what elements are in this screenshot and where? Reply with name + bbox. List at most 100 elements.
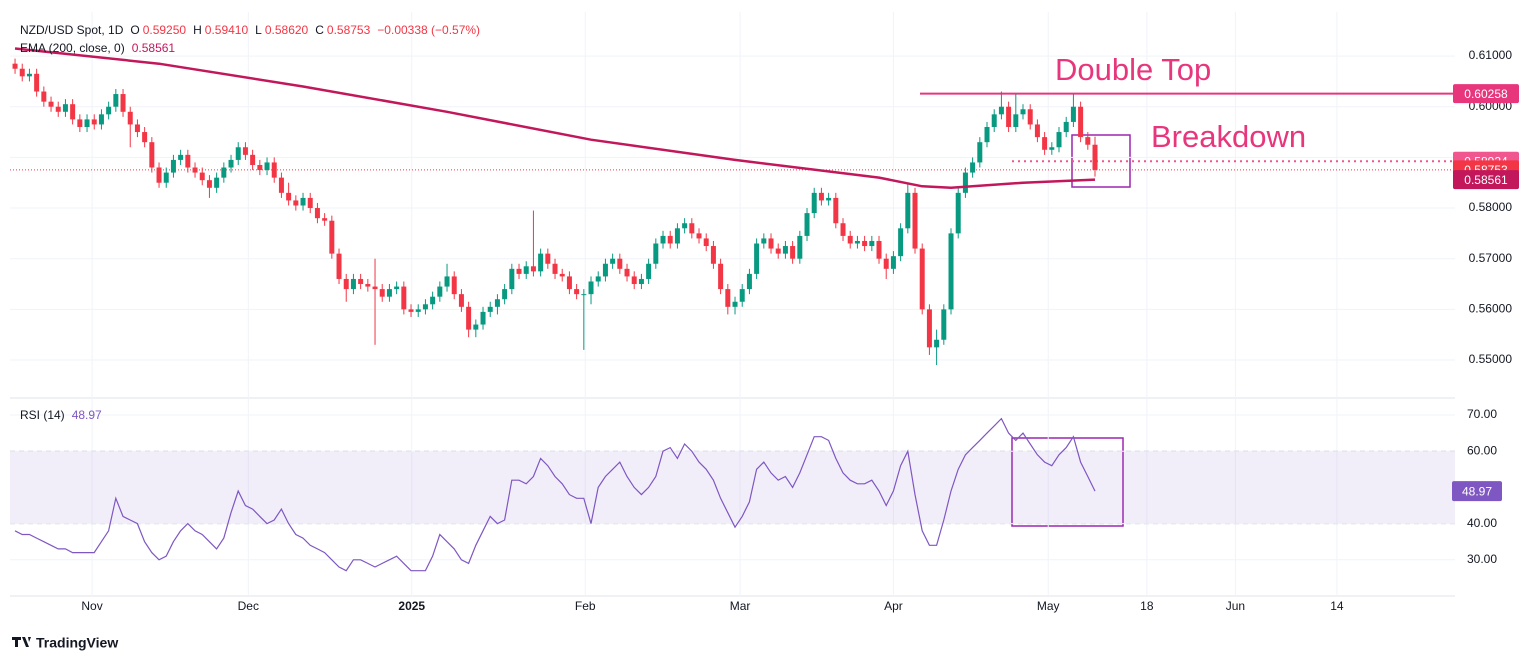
y-tick-label: 0.58000 [1469, 200, 1513, 214]
candle-body [430, 296, 436, 305]
rsi-legend-value: 48.97 [72, 408, 102, 422]
candle-body [826, 197, 832, 201]
candle-body [379, 289, 385, 297]
candle-body [314, 208, 320, 219]
logo-icon [12, 637, 31, 647]
candle-body [480, 311, 486, 325]
candle-body [559, 273, 565, 277]
ohlc-value: 0.58753 [327, 23, 371, 37]
candle-body [120, 94, 126, 112]
candle-body [1006, 106, 1012, 127]
ohlc-key: L [255, 23, 262, 37]
y-tick-label: 0.56000 [1469, 302, 1513, 316]
candle-body [732, 301, 738, 307]
candle-body [134, 124, 140, 133]
candle-body [41, 91, 47, 102]
candle-body [19, 68, 25, 77]
candle-body [185, 154, 191, 168]
candle-body [113, 94, 119, 107]
candle-body [300, 197, 306, 206]
x-tick-label: 2025 [398, 599, 425, 613]
candle-body [847, 235, 853, 244]
candle-body [12, 63, 18, 69]
candle-body [768, 238, 774, 249]
y-tick-label: 0.55000 [1469, 352, 1513, 366]
rsi-line [14, 417, 1096, 572]
candle-body [408, 309, 414, 312]
rsi-tick-label: 30.00 [1467, 552, 1497, 566]
x-tick-label: Feb [575, 599, 596, 613]
candle-body [34, 73, 40, 92]
candle-body [638, 278, 644, 285]
candle-body [1013, 114, 1019, 127]
ohlc-key: H [193, 23, 202, 37]
candle-body [307, 197, 313, 209]
candle-body [1078, 106, 1084, 138]
candle-body [415, 309, 421, 312]
candle-body [458, 294, 464, 307]
logo: TradingView [12, 635, 118, 651]
ohlc-value: 0.58620 [265, 23, 309, 37]
rsi-value-tag [1452, 481, 1502, 502]
candle-body [62, 104, 68, 112]
candle-body [984, 126, 990, 143]
candle-body [250, 154, 256, 165]
x-tick-label: May [1037, 599, 1060, 613]
candle-body [509, 268, 515, 290]
candle-body [689, 223, 695, 234]
y-tick-label: 0.61000 [1469, 48, 1513, 62]
candle-body [646, 263, 652, 279]
candle-body [581, 294, 587, 296]
candle-body [1092, 144, 1098, 170]
symbol-title: NZD/USD Spot, 1D [20, 23, 124, 37]
candle-body [617, 258, 623, 269]
candle-body [336, 253, 342, 279]
candle-body [329, 220, 335, 254]
candle-body [156, 167, 162, 183]
candle-body [437, 286, 443, 297]
x-tick-label: Dec [238, 599, 259, 613]
candle-body [703, 238, 709, 247]
candle-body [149, 142, 155, 168]
candle-body [192, 167, 198, 173]
candle-body [710, 246, 716, 264]
candle-body [991, 114, 997, 127]
candle-body [502, 289, 508, 300]
candle-body [739, 289, 745, 302]
candle-body [199, 172, 205, 181]
candle-body [451, 276, 457, 295]
candle-body [674, 228, 680, 244]
candle-body [1042, 137, 1048, 150]
candle-body [26, 73, 32, 77]
candle-body [876, 240, 882, 259]
x-tick-label: Mar [730, 599, 751, 613]
candle-body [660, 235, 666, 244]
candle-body [948, 233, 954, 310]
candle-body [898, 228, 904, 257]
candle-body [372, 286, 378, 290]
candle-body [833, 197, 839, 224]
candle-body [473, 324, 479, 330]
candle-body [271, 162, 277, 178]
candle-body [624, 268, 630, 277]
rsi-band [10, 451, 1455, 524]
candle-body [214, 177, 220, 188]
ohlc-value: 0.59410 [205, 23, 249, 37]
x-tick-label: 14 [1330, 599, 1344, 613]
candle-body [682, 223, 688, 229]
candle-body [350, 278, 356, 290]
candle-body [84, 119, 90, 127]
candle-body [77, 119, 83, 127]
candle-body [970, 162, 976, 173]
candle-body [602, 263, 608, 277]
x-tick-label: Apr [884, 599, 903, 613]
candle-body [1027, 109, 1033, 125]
price-tag-label: 0.60258 [1464, 87, 1508, 101]
candle-body [746, 273, 752, 290]
candle-body [98, 114, 104, 125]
candle-body [394, 286, 400, 290]
candle-body [588, 281, 594, 295]
candle-body [206, 180, 212, 188]
candle-body [797, 235, 803, 259]
rsi-value-tag-label: 48.97 [1462, 484, 1492, 498]
